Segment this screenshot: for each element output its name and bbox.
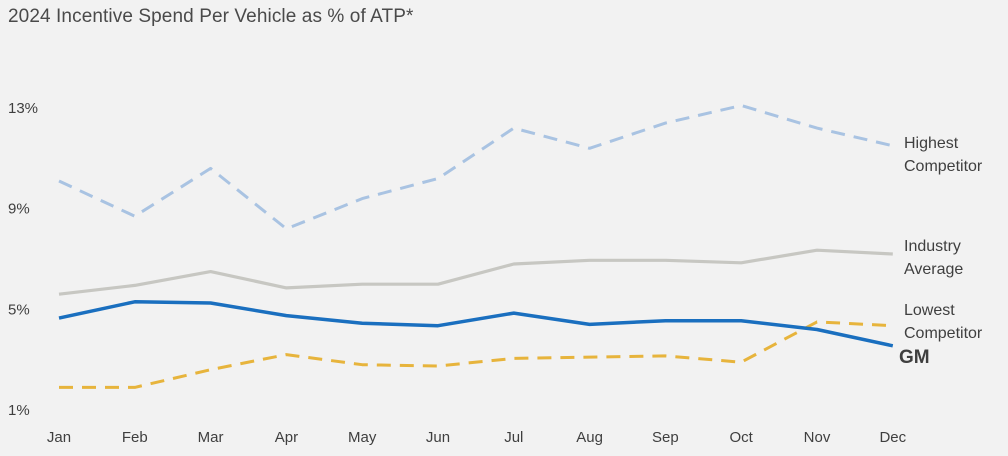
x-tick-label: Jun [426, 429, 450, 446]
series-lines [58, 104, 894, 389]
series-label-highest-competitor: Highest [904, 135, 959, 152]
series-label-lowest-competitor: Competitor [904, 325, 983, 342]
y-tick-label: 9% [8, 201, 30, 218]
x-tick-label: Jul [504, 429, 523, 446]
y-tick-label: 1% [8, 402, 30, 419]
series-label-gm: GM [899, 347, 930, 368]
series-label-lowest-competitor: Lowest [904, 302, 955, 319]
y-tick-label: 5% [8, 301, 30, 318]
x-tick-label: Aug [576, 429, 603, 446]
series-labels: Highest Competitor Industry Average Lowest Co… [899, 135, 983, 368]
x-tick-label: Jan [47, 429, 71, 446]
x-tick-label: Oct [730, 429, 754, 446]
x-tick-label: May [348, 429, 377, 446]
series-label-highest-competitor: Competitor [904, 158, 983, 175]
x-tick-label: Apr [275, 429, 298, 446]
x-tick-label: Nov [804, 429, 831, 446]
series-label-industry-average: Average [904, 261, 963, 278]
series-line-lowest-competitor [59, 320, 893, 389]
x-tick-label: Feb [122, 429, 148, 446]
x-axis-ticks: Jan Feb Mar Apr May Jun Jul Aug Sep Oct Nov Dec [47, 429, 907, 446]
y-axis-ticks: 1% 5% 9% 13% [8, 100, 38, 419]
series-line-gm [58, 300, 894, 348]
x-tick-label: Sep [652, 429, 679, 446]
series-line-industry-average [58, 248, 893, 296]
series-line-highest-competitor [58, 104, 894, 231]
chart-title: 2024 Incentive Spend Per Vehicle as % of… [8, 6, 414, 27]
x-tick-label: Mar [198, 429, 224, 446]
x-tick-label: Dec [879, 429, 906, 446]
series-label-industry-average: Industry [904, 238, 961, 255]
y-tick-label: 13% [8, 100, 38, 117]
